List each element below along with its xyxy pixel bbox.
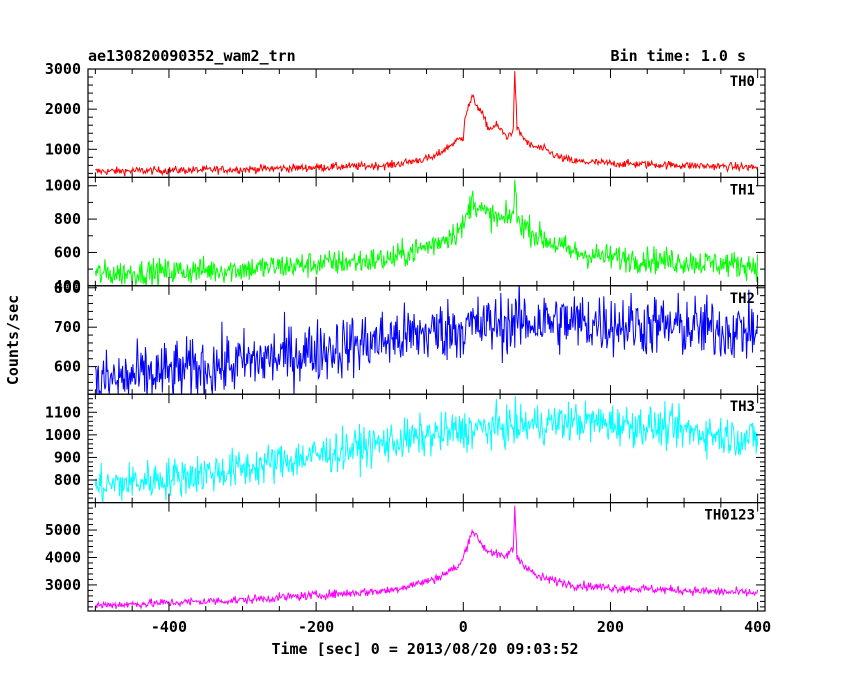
figure-title: ae130820090352_wam2_trn	[88, 47, 296, 65]
panel-label: TH3	[730, 399, 755, 415]
y-tick-label: 1000	[45, 140, 81, 158]
y-tick-label: 5000	[45, 521, 81, 539]
y-tick-label: 4000	[45, 548, 81, 566]
x-tick-label: -400	[151, 618, 187, 636]
y-tick-label: 3000	[45, 60, 81, 78]
panel-th0123: 3000 4000 5000 TH0123	[45, 502, 766, 612]
panel-th3: 800 900 1000 1100 TH3	[45, 393, 766, 504]
panel-label: TH0	[730, 74, 755, 90]
panel-frame	[87, 68, 766, 179]
panel-frame	[87, 502, 766, 612]
panel-label: TH2	[730, 291, 755, 307]
panel-label: TH0123	[704, 508, 755, 524]
x-axis-title: Time [sec] 0 = 2013/08/20 09:03:52	[271, 640, 578, 658]
series-line-th3	[94, 396, 759, 503]
panel-label: TH1	[730, 182, 755, 198]
bin-time-label: Bin time: 1.0 s	[611, 47, 746, 65]
series-line-th0	[95, 71, 759, 177]
series-line-th1	[94, 179, 759, 286]
y-tick-label: 400	[54, 277, 81, 295]
y-tick-label: 800	[54, 279, 81, 297]
panel-th1: 400 600 800 1000 TH1	[45, 177, 766, 295]
y-tick-label: 1100	[45, 403, 81, 421]
x-tick-label: 400	[744, 618, 771, 636]
y-tick-label: 900	[54, 448, 81, 466]
y-tick-label: 600	[54, 243, 81, 261]
series-line-th2	[94, 285, 759, 395]
x-tick-label: -200	[298, 618, 334, 636]
y-tick-label: 2000	[45, 100, 81, 118]
y-tick-label: 600	[54, 358, 81, 376]
y-tick-label: 3000	[45, 576, 81, 594]
y-tick-label: 800	[54, 471, 81, 489]
panel-th2: 600 700 800 TH2	[54, 279, 766, 395]
y-tick-label: 700	[54, 318, 81, 336]
y-axis-title: Counts/sec	[4, 295, 22, 385]
series-line-th0123	[94, 505, 759, 610]
panel-th0: 1000 2000 3000 TH0	[45, 60, 766, 179]
x-tick-label: 0	[459, 618, 468, 636]
y-tick-label: 800	[54, 210, 81, 228]
y-tick-label: 1000	[45, 426, 81, 444]
y-tick-label: 1000	[45, 177, 81, 195]
x-tick-label: 200	[597, 618, 624, 636]
